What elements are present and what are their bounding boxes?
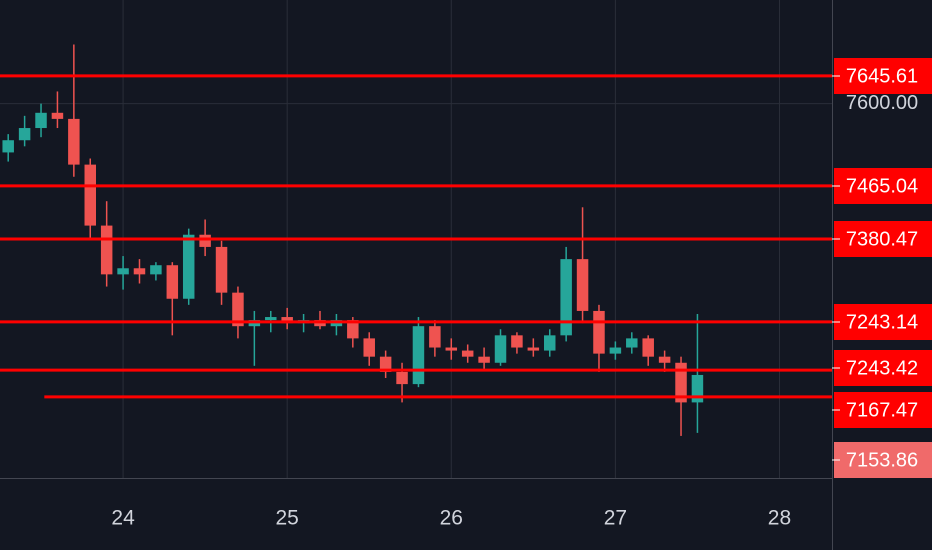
price-tag-label: 7380.47	[846, 228, 918, 250]
candle-body	[117, 268, 129, 275]
candle-body	[100, 225, 113, 275]
price-tag	[834, 392, 932, 428]
price-tag	[834, 350, 932, 386]
price-tag	[834, 304, 932, 340]
candle-body	[642, 338, 654, 357]
x-tick-label: 28	[768, 507, 791, 530]
candle-body	[544, 335, 556, 351]
price-tag-label: 7167.47	[846, 399, 918, 421]
candle-body	[658, 356, 671, 363]
candle-body	[18, 128, 31, 141]
candle-body	[675, 362, 687, 403]
price-tag	[834, 442, 932, 478]
candle-body	[68, 118, 80, 165]
candle-body	[527, 347, 540, 351]
x-tick-label: 25	[275, 507, 298, 530]
candle-body	[379, 356, 392, 372]
candle-body	[396, 371, 408, 385]
x-tick-label: 27	[604, 507, 627, 530]
price-tag-label: 7465.04	[846, 175, 918, 197]
price-tag-label: 7153.86	[846, 449, 918, 471]
candle-body	[84, 164, 96, 226]
price-tag	[834, 58, 932, 94]
candle-body	[281, 317, 293, 324]
candle-body	[461, 350, 474, 357]
candle-body	[609, 347, 622, 354]
candle-body	[511, 335, 523, 348]
price-tag	[834, 168, 932, 204]
candle-body	[150, 265, 162, 275]
candle-body	[494, 335, 507, 363]
price-tag-label: 7243.14	[846, 311, 918, 333]
candle-body	[478, 356, 490, 363]
candle-body	[232, 292, 244, 327]
candle-body	[576, 259, 589, 311]
x-tick-label: 26	[440, 507, 463, 530]
candle-body	[626, 338, 638, 348]
candle-body	[182, 234, 195, 299]
candle-body	[265, 317, 277, 321]
price-tag-label: 7243.42	[846, 357, 918, 379]
candle-body	[347, 320, 359, 339]
candle-body	[593, 310, 605, 354]
candle-body	[691, 374, 704, 403]
candle-body	[166, 265, 179, 299]
candle-body	[199, 234, 211, 247]
candle-body	[445, 347, 458, 351]
candle-body	[560, 259, 572, 336]
candle-body	[35, 112, 47, 129]
candle-body	[2, 140, 14, 153]
candle-body	[412, 326, 425, 385]
candle-body	[51, 112, 64, 119]
candle-body	[429, 326, 441, 348]
price-tag	[834, 221, 932, 257]
candle-body	[133, 268, 146, 275]
y-tick-label: 7600.00	[846, 92, 918, 114]
price-tag-label: 7645.61	[846, 65, 918, 87]
x-tick-label: 24	[111, 507, 135, 530]
candle-body	[215, 246, 228, 293]
candle-body	[363, 338, 375, 357]
